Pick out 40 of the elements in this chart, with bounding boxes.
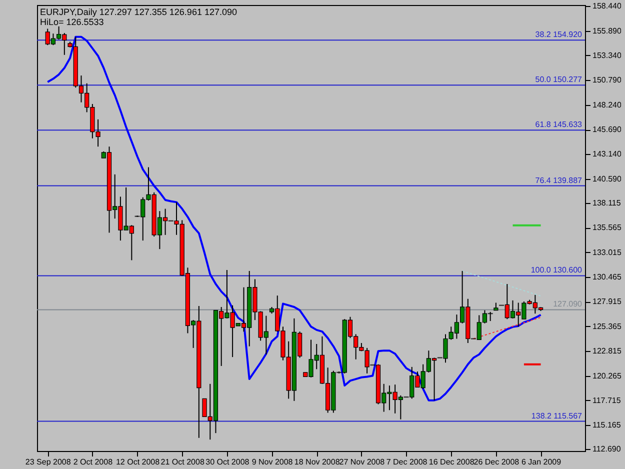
y-tick-label: 138.115	[592, 198, 622, 208]
y-tick-label: 153.340	[592, 50, 622, 60]
y-tick-label: 133.015	[592, 248, 622, 257]
y-tick-label: 150.790	[592, 76, 622, 85]
x-tick-label: 6 Jan 2009	[521, 458, 562, 466]
ref-line-label: 50.0 150.277	[535, 75, 583, 84]
x-tick-label: 21 Oct 2008	[160, 458, 205, 466]
ref-line-label: 61.8 145.633	[535, 120, 583, 130]
ref-line-label: 38.2 154.920	[535, 30, 583, 40]
y-tick-label: 122.815	[592, 346, 622, 356]
y-tick-label: 120.265	[592, 371, 622, 380]
y-tick-label: 148.240	[592, 100, 622, 110]
x-tick-label: 30 Oct 2008	[206, 458, 250, 466]
x-tick-label: 2 Oct 2008	[73, 458, 114, 466]
chart-title: EURJPY,Daily 127.297 127.355 126.961 127.090	[40, 7, 237, 17]
x-tick-label: 7 Dec 2008	[386, 458, 428, 466]
y-tick-label: 158.440	[592, 2, 622, 11]
x-tick-label: 9 Nov 2008	[252, 458, 294, 466]
y-tick-label: 115.165	[592, 420, 622, 430]
ref-line-label: 127.090	[553, 300, 583, 309]
x-tick-label: 12 Oct 2008	[116, 458, 160, 466]
y-tick-label: 112.690	[592, 444, 622, 454]
annotation: HiLo= 126.5533	[40, 17, 104, 27]
y-tick-label: 155.890	[592, 26, 622, 36]
y-tick-label: 135.565	[592, 223, 622, 232]
y-tick-label: 125.365	[592, 322, 622, 331]
x-tick-label: 26 Dec 2008	[474, 458, 520, 466]
ref-line-label: 100.0 130.600	[530, 266, 583, 275]
y-tick-label: 143.140	[592, 150, 622, 159]
x-tick-label: 18 Nov 2008	[294, 458, 340, 466]
y-tick-label: 117.715	[592, 396, 622, 405]
x-tick-label: 27 Nov 2008	[339, 458, 386, 466]
ref-line-label: 76.4 139.887	[535, 176, 583, 185]
y-tick-label: 140.590	[592, 174, 622, 184]
y-tick-label: 145.690	[592, 125, 622, 134]
y-tick-label: 127.915	[592, 297, 622, 306]
x-tick-label: 23 Sep 2008	[25, 458, 72, 466]
y-tick-label: 130.465	[592, 272, 622, 282]
ref-line-label: 138.2 115.567	[531, 411, 583, 420]
x-tick-label: 16 Dec 2008	[428, 458, 475, 466]
